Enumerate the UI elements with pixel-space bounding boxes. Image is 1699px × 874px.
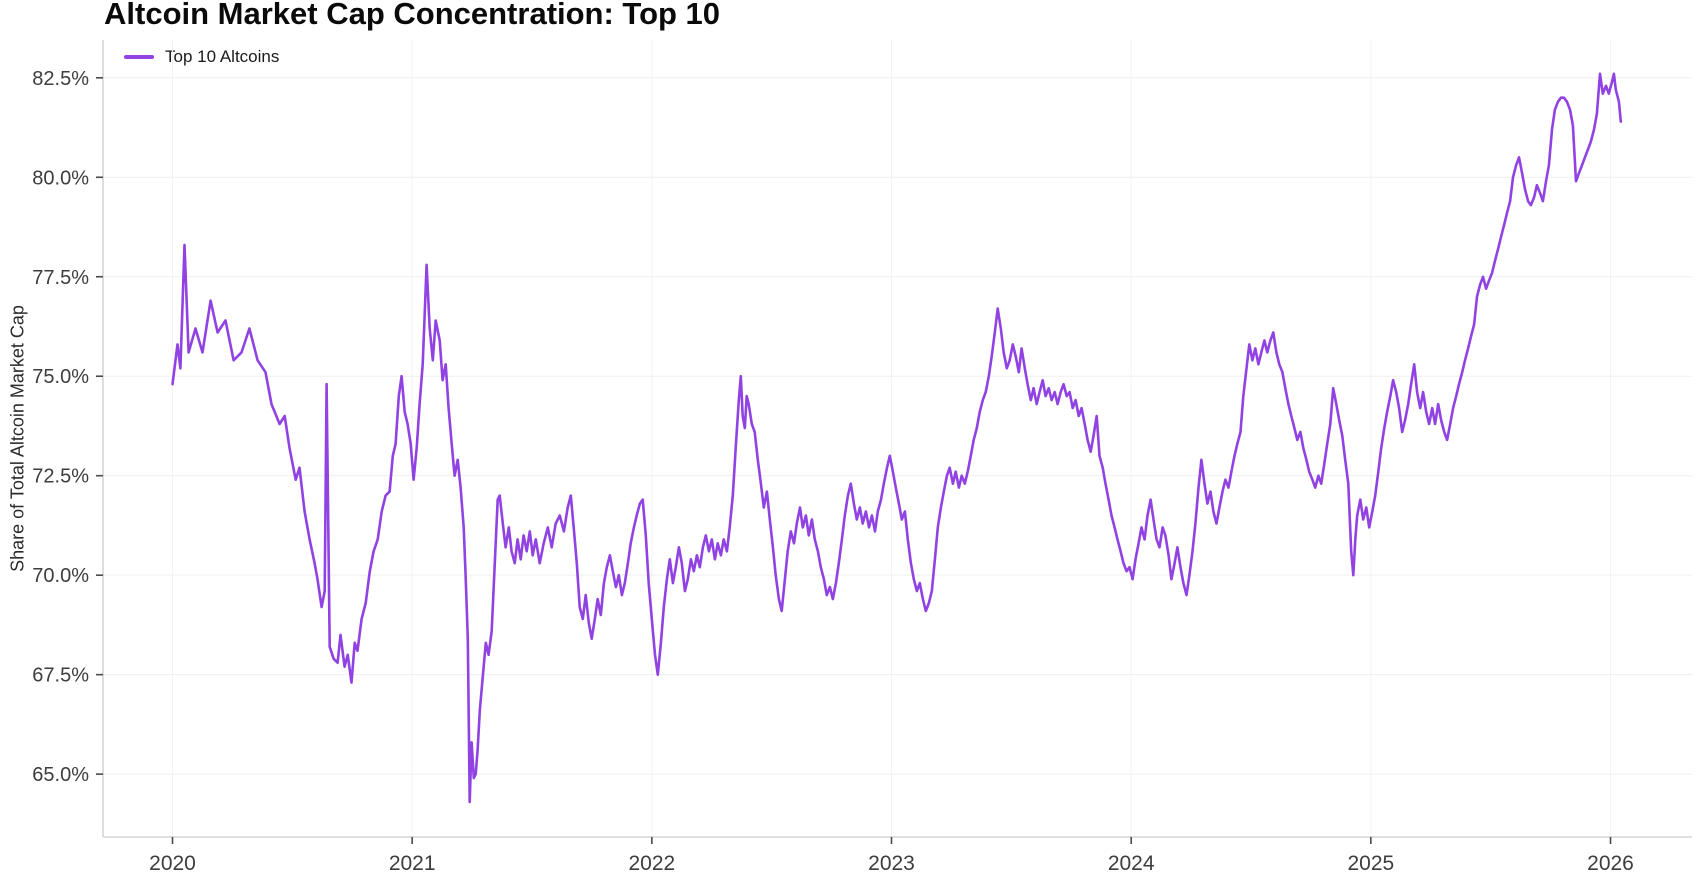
x-tick-label: 2020 xyxy=(149,852,196,874)
chart-title: Altcoin Market Cap Concentration: Top 10 xyxy=(104,0,721,31)
line-swatch-icon xyxy=(124,55,154,59)
top10-altcoins-line xyxy=(171,72,1623,804)
y-tick-label: 67.5% xyxy=(32,665,89,687)
y-tick-label: 75.0% xyxy=(32,366,89,388)
x-tick-label: 2023 xyxy=(868,852,915,874)
y-tick-label: 77.5% xyxy=(32,267,89,289)
x-tick-label: 2026 xyxy=(1587,852,1634,874)
y-tick-label: 80.0% xyxy=(32,167,89,189)
legend-label: Top 10 Altcoins xyxy=(165,47,280,66)
x-tick-label: 2025 xyxy=(1347,852,1394,874)
y-tick-label: 72.5% xyxy=(32,466,89,488)
y-tick-label: 82.5% xyxy=(32,68,89,90)
legend: Top 10 Altcoins xyxy=(124,47,279,67)
y-tick-label: 70.0% xyxy=(32,565,89,587)
x-tick-label: 2021 xyxy=(389,852,436,874)
x-tick-label: 2024 xyxy=(1108,852,1155,874)
x-tick-label: 2022 xyxy=(628,852,675,874)
y-tick-label: 65.0% xyxy=(32,764,89,786)
